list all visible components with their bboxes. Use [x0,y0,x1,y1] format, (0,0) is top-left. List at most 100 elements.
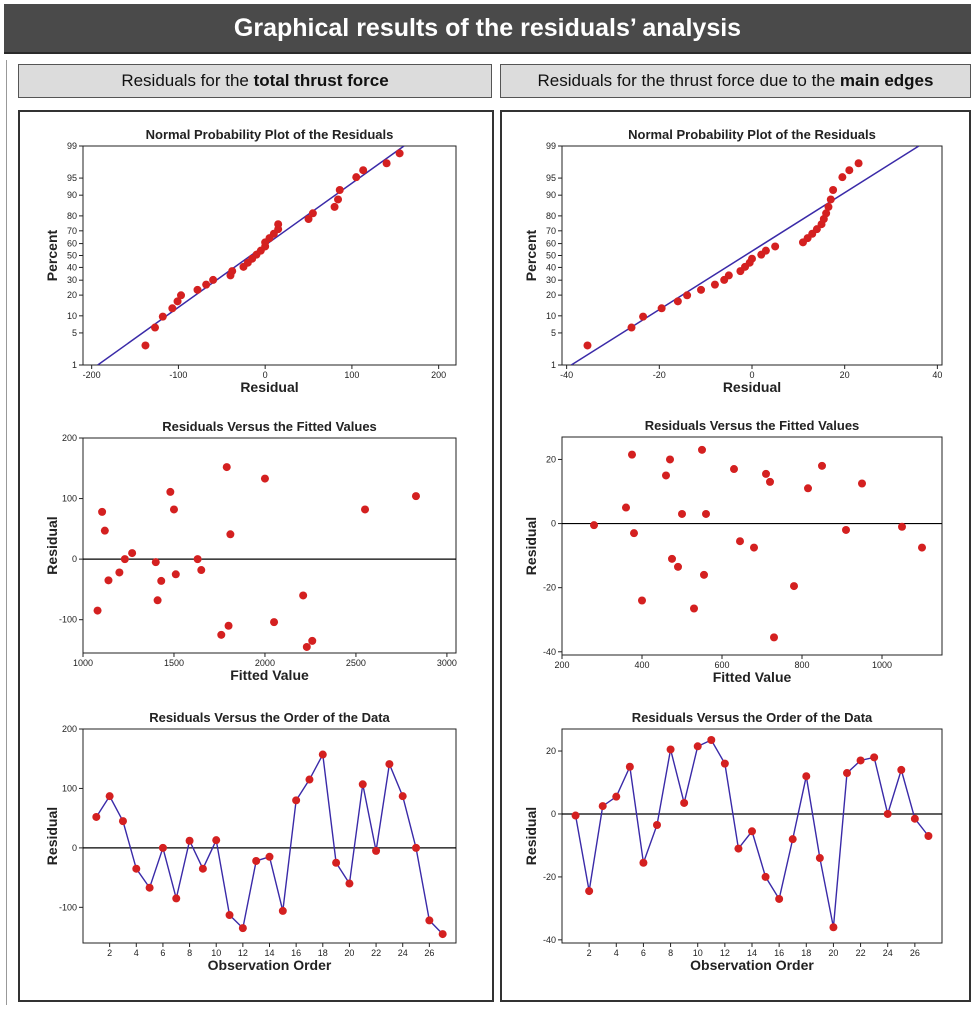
x-tick-label: 12 [238,948,248,958]
data-point [193,555,202,564]
y-axis-label: Residual [523,517,539,575]
data-point [274,220,283,229]
right-panel [500,110,971,1002]
left-npp-chart: Normal Probability Plot of the Residuals… [44,127,457,395]
data-point [630,529,638,538]
data-point [639,858,648,867]
x-tick-label: 18 [801,948,811,958]
x-tick-label: 10 [693,948,703,958]
data-point [748,827,756,836]
data-point [169,505,178,514]
data-point [217,630,226,639]
data-point [845,166,854,175]
x-tick-label: 100 [344,370,359,380]
data-point [771,242,780,251]
data-point [222,463,231,472]
y-tick-label: 40 [546,262,556,272]
x-tick-label: 26 [424,948,434,958]
y-tick-label: -100 [59,615,77,625]
data-point [856,756,865,765]
data-point [838,173,847,182]
data-point [571,811,580,820]
data-point [265,852,274,861]
data-point [788,835,797,844]
data-point [826,195,835,204]
data-layer [83,463,456,651]
y-tick-label: 60 [67,239,77,249]
x-tick-label: 24 [398,948,408,958]
plot-frame [82,437,457,654]
data-point [870,753,879,762]
x-tick-label: 3000 [437,658,457,668]
data-point [120,555,129,564]
data-point [585,887,594,896]
data-point [897,765,906,774]
y-tick-label: 5 [551,328,556,338]
x-tick-label: -40 [560,370,573,380]
right-header-prefix: Residuals for the thrust force due to th… [537,71,840,90]
data-point [770,633,778,642]
data-point [115,568,124,577]
data-point [352,173,361,182]
y-tick-label: 0 [551,519,556,529]
x-tick-label: -100 [169,370,187,380]
data-point [736,537,744,546]
data-point [730,465,738,474]
data-point [666,455,674,464]
data-point [172,894,181,903]
chart-title: Normal Probability Plot of the Residuals [628,127,876,142]
data-point [98,507,107,516]
data-point [395,149,404,158]
data-point [318,750,327,759]
x-tick-label: 400 [634,660,649,670]
data-point [662,471,670,480]
x-axis-label: Observation Order [208,957,332,973]
plot-frame [561,436,943,656]
data-point [829,923,838,932]
data-point [666,745,675,754]
y-axis-label: Percent [44,229,60,281]
data-point [226,530,235,539]
x-tick-label: 26 [910,948,920,958]
data-point [292,796,301,805]
data-point [104,576,113,585]
y-tick-label: 100 [62,494,77,504]
data-point [270,618,279,627]
x-tick-label: 14 [264,948,274,958]
y-tick-label: 90 [67,190,77,200]
x-tick-label: 8 [187,948,192,958]
data-point [158,843,167,852]
data-point [385,760,394,769]
x-tick-label: 24 [883,948,893,958]
data-point [693,742,702,751]
x-tick-label: 4 [134,948,139,958]
data-point [330,202,339,211]
data-point [358,780,367,789]
data-point [818,461,826,470]
y-tick-label: 50 [546,251,556,261]
data-point [345,879,354,888]
data-point [299,591,308,600]
banner-title: Graphical results of the residuals’ anal… [233,14,742,42]
x-tick-label: 2 [587,948,592,958]
y-tick-label: -20 [543,583,556,593]
data-point [824,202,833,211]
y-tick-label: -20 [543,872,556,882]
data-point [128,549,137,558]
x-axis-label: Residual [723,379,781,395]
data-point [278,906,287,915]
x-tick-label: 6 [160,948,165,958]
data-point [628,450,636,459]
data-point [212,836,221,845]
data-point [93,606,102,615]
y-tick-label: 5 [72,328,77,338]
data-layer [562,445,942,642]
x-tick-label: 1000 [872,660,892,670]
x-tick-label: -20 [653,370,666,380]
x-tick-label: 0 [263,370,268,380]
data-point [804,484,812,493]
plot-frame [82,145,457,366]
x-tick-label: 200 [431,370,446,380]
data-point [173,297,182,306]
